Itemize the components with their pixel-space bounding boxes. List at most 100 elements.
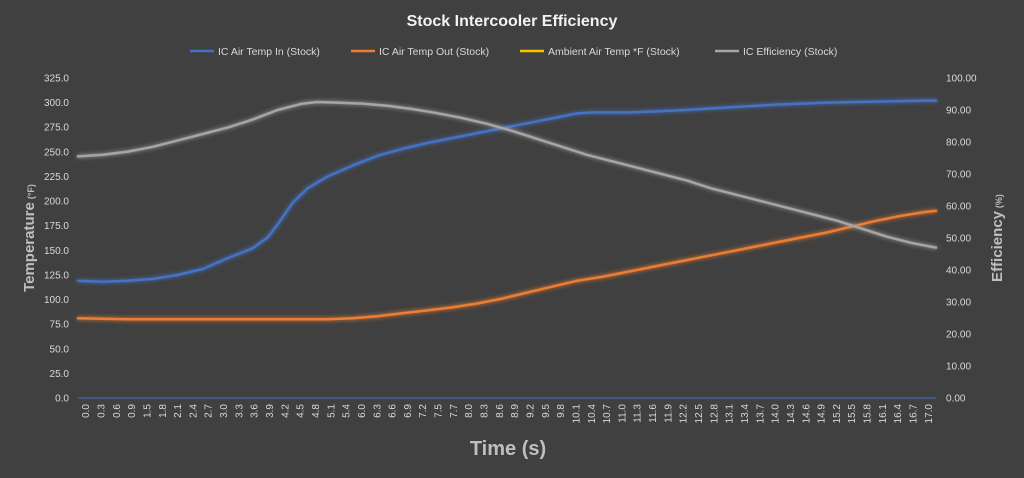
x-tick-label: 10.7 bbox=[602, 404, 613, 424]
x-tick-label: 14.0 bbox=[771, 404, 782, 424]
x-tick-label: 0.3 bbox=[97, 404, 108, 418]
x-tick-label: 6.0 bbox=[357, 404, 368, 418]
y-tick-label: 275.0 bbox=[44, 123, 69, 134]
x-tick-label: 6.6 bbox=[388, 404, 399, 418]
y-tick-label: 325.0 bbox=[44, 74, 69, 85]
chart-title: Stock Intercooler Efficiency bbox=[407, 13, 618, 30]
x-tick-label: 10.1 bbox=[571, 404, 582, 424]
y-tick-label: 75.0 bbox=[50, 320, 70, 331]
y2-axis-title-main: Efficiency bbox=[989, 210, 1006, 282]
x-tick-label: 16.1 bbox=[878, 404, 889, 424]
y2-axis-title: Efficiency (%) bbox=[989, 194, 1006, 282]
y-tick-label: 0.0 bbox=[55, 394, 69, 405]
series-line-0 bbox=[76, 99, 938, 284]
x-tick-label: 1.5 bbox=[142, 404, 153, 418]
legend-label: IC Efficiency (Stock) bbox=[743, 46, 837, 58]
y-tick-label: 100.0 bbox=[44, 295, 69, 306]
y-axis-title-main: Temperature bbox=[21, 202, 38, 292]
x-tick-label: 11.6 bbox=[648, 404, 659, 423]
y-tick-label: 225.0 bbox=[44, 172, 69, 183]
x-tick-label: 3.0 bbox=[219, 404, 230, 418]
y-tick-label: 25.0 bbox=[50, 369, 70, 380]
y-tick-label: 200.0 bbox=[44, 197, 69, 208]
x-tick-label: 9.5 bbox=[541, 404, 552, 418]
y2-tick-label: 100.00 bbox=[946, 74, 977, 85]
x-tick-label: 7.7 bbox=[449, 404, 460, 418]
y2-tick-label: 40.00 bbox=[946, 266, 971, 277]
series-line-3 bbox=[76, 100, 938, 249]
x-tick-label: 4.5 bbox=[296, 404, 307, 418]
x-tick-label: 6.9 bbox=[403, 404, 414, 418]
x-tick-label: 8.3 bbox=[480, 404, 491, 418]
y2-tick-label: 70.00 bbox=[946, 170, 971, 181]
y-tick-label: 50.0 bbox=[50, 344, 70, 355]
y2-tick-label: 60.00 bbox=[946, 202, 971, 213]
x-tick-label: 5.4 bbox=[342, 404, 353, 418]
x-tick-label: 6.3 bbox=[372, 404, 383, 418]
x-tick-label: 1.8 bbox=[158, 404, 169, 418]
y-tick-label: 250.0 bbox=[44, 147, 69, 158]
x-tick-label: 14.9 bbox=[817, 404, 828, 424]
y2-axis-tick-labels: 0.00 10.00 20.00 30.00 40.00 50.00 60.00 70.00 8… bbox=[946, 74, 977, 405]
x-tick-label: 3.6 bbox=[250, 404, 261, 418]
y2-tick-label: 0.00 bbox=[946, 394, 966, 405]
x-tick-label: 7.2 bbox=[418, 404, 429, 418]
x-tick-label: 4.8 bbox=[311, 404, 322, 418]
x-tick-label: 15.8 bbox=[863, 404, 874, 424]
x-tick-label: 15.5 bbox=[847, 404, 858, 424]
x-tick-label: 16.4 bbox=[893, 404, 904, 424]
chart-legend: IC Air Temp In (Stock) IC Air Temp Out (S… bbox=[190, 46, 837, 58]
x-tick-label: 10.4 bbox=[587, 404, 598, 424]
x-tick-label: 14.6 bbox=[801, 404, 812, 424]
y-tick-label: 175.0 bbox=[44, 221, 69, 232]
legend-label: Ambient Air Temp *F (Stock) bbox=[548, 46, 680, 58]
y-tick-label: 300.0 bbox=[44, 98, 69, 109]
y-axis-title: Temperature (°F) bbox=[21, 184, 38, 292]
y2-axis-title-unit: (%) bbox=[994, 194, 1004, 208]
series-layer bbox=[76, 99, 938, 333]
x-tick-label: 12.2 bbox=[679, 404, 690, 424]
x-tick-label: 13.4 bbox=[740, 404, 751, 424]
legend-label: IC Air Temp In (Stock) bbox=[218, 46, 320, 58]
x-tick-label: 11.0 bbox=[617, 404, 628, 423]
y2-tick-label: 80.00 bbox=[946, 138, 971, 149]
y2-tick-label: 30.00 bbox=[946, 298, 971, 309]
x-tick-label: 17.0 bbox=[924, 404, 935, 424]
x-tick-label: 12.8 bbox=[709, 404, 720, 424]
plot-area bbox=[76, 99, 938, 399]
y-axis-title-unit: (°F) bbox=[26, 184, 36, 199]
x-tick-label: 14.3 bbox=[786, 404, 797, 424]
y-tick-label: 125.0 bbox=[44, 270, 69, 281]
x-tick-label: 2.1 bbox=[173, 404, 184, 418]
x-axis-tick-labels: 0.0 0.3 0.6 0.9 1.5 1.8 2.1 2.4 2.7 3.0 3.3 3.6 3.9 4… bbox=[81, 404, 935, 424]
x-tick-label: 16.7 bbox=[909, 404, 920, 424]
x-tick-label: 8.6 bbox=[495, 404, 506, 418]
x-tick-label: 8.0 bbox=[464, 404, 475, 418]
x-tick-label: 0.0 bbox=[81, 404, 92, 418]
x-tick-label: 13.7 bbox=[755, 404, 766, 424]
x-tick-label: 5.1 bbox=[326, 404, 337, 418]
x-tick-label: 15.2 bbox=[832, 404, 843, 424]
x-tick-label: 13.1 bbox=[725, 404, 736, 424]
x-tick-label: 12.5 bbox=[694, 404, 705, 424]
x-tick-label: 7.5 bbox=[434, 404, 445, 418]
x-tick-label: 11.9 bbox=[663, 404, 674, 423]
legend-label: IC Air Temp Out (Stock) bbox=[379, 46, 489, 58]
x-tick-label: 2.7 bbox=[204, 404, 215, 418]
y-tick-label: 150.0 bbox=[44, 246, 69, 257]
y2-tick-label: 50.00 bbox=[946, 234, 971, 245]
x-tick-label: 3.3 bbox=[234, 404, 245, 418]
x-axis-title: Time (s) bbox=[470, 438, 546, 460]
x-tick-label: 0.6 bbox=[112, 404, 123, 418]
x-tick-label: 9.2 bbox=[526, 404, 537, 418]
x-tick-label: 0.9 bbox=[127, 404, 138, 418]
x-tick-label: 4.2 bbox=[280, 404, 291, 418]
x-tick-label: 8.9 bbox=[510, 404, 521, 418]
y-axis-tick-labels: 0.0 25.0 50.0 75.0 100.0 125.0 150.0 175.0 200.0… bbox=[44, 74, 69, 405]
y2-tick-label: 90.00 bbox=[946, 106, 971, 117]
y2-tick-label: 20.00 bbox=[946, 330, 971, 341]
x-tick-label: 11.3 bbox=[633, 404, 644, 423]
x-tick-label: 2.4 bbox=[188, 404, 199, 418]
